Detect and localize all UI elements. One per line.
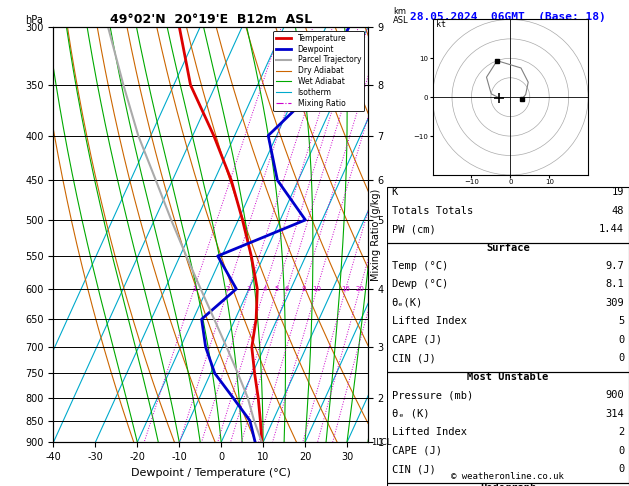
Text: 0: 0 bbox=[618, 353, 624, 364]
Text: Most Unstable: Most Unstable bbox=[467, 372, 548, 382]
Text: 2: 2 bbox=[226, 286, 230, 292]
Text: 1LCL: 1LCL bbox=[371, 438, 391, 447]
Text: 900: 900 bbox=[605, 390, 624, 400]
Text: 5: 5 bbox=[275, 286, 279, 292]
Text: 8: 8 bbox=[301, 286, 306, 292]
Text: θₑ (K): θₑ (K) bbox=[392, 409, 429, 419]
Text: CAPE (J): CAPE (J) bbox=[392, 335, 442, 345]
Text: Surface: Surface bbox=[486, 243, 530, 253]
Text: CAPE (J): CAPE (J) bbox=[392, 446, 442, 456]
Text: Temp (°C): Temp (°C) bbox=[392, 261, 448, 271]
Bar bbox=[387, 243, 629, 372]
Text: 2: 2 bbox=[618, 427, 624, 437]
Text: 16: 16 bbox=[341, 286, 350, 292]
Text: 48: 48 bbox=[611, 206, 624, 216]
Text: 309: 309 bbox=[605, 298, 624, 308]
Text: 5: 5 bbox=[618, 316, 624, 327]
Title: 49°02'N  20°19'E  B12m  ASL: 49°02'N 20°19'E B12m ASL bbox=[109, 13, 312, 26]
Bar bbox=[387, 187, 629, 243]
Text: 10: 10 bbox=[313, 286, 321, 292]
Text: CIN (J): CIN (J) bbox=[392, 464, 435, 474]
Text: 9.7: 9.7 bbox=[605, 261, 624, 271]
Text: K: K bbox=[392, 187, 398, 197]
Text: 0: 0 bbox=[618, 335, 624, 345]
Text: 1.44: 1.44 bbox=[599, 224, 624, 234]
Legend: Temperature, Dewpoint, Parcel Trajectory, Dry Adiabat, Wet Adiabat, Isotherm, Mi: Temperature, Dewpoint, Parcel Trajectory… bbox=[273, 31, 364, 111]
Text: Hodograph: Hodograph bbox=[480, 483, 536, 486]
Text: kt: kt bbox=[437, 20, 447, 29]
Text: 6: 6 bbox=[285, 286, 289, 292]
Text: 314: 314 bbox=[605, 409, 624, 419]
Text: 0: 0 bbox=[618, 446, 624, 456]
Text: 8.1: 8.1 bbox=[605, 279, 624, 290]
Text: 19: 19 bbox=[611, 187, 624, 197]
Text: 1: 1 bbox=[192, 286, 196, 292]
Text: km
ASL: km ASL bbox=[393, 7, 409, 25]
Text: 28.05.2024  06GMT  (Base: 18): 28.05.2024 06GMT (Base: 18) bbox=[410, 12, 606, 22]
Text: Pressure (mb): Pressure (mb) bbox=[392, 390, 473, 400]
Text: Dewp (°C): Dewp (°C) bbox=[392, 279, 448, 290]
Bar bbox=[387, 372, 629, 483]
Bar bbox=[387, 483, 629, 486]
Text: Lifted Index: Lifted Index bbox=[392, 316, 467, 327]
Text: 3: 3 bbox=[247, 286, 252, 292]
X-axis label: Dewpoint / Temperature (°C): Dewpoint / Temperature (°C) bbox=[131, 468, 291, 478]
Text: PW (cm): PW (cm) bbox=[392, 224, 435, 234]
Text: Totals Totals: Totals Totals bbox=[392, 206, 473, 216]
Text: 20: 20 bbox=[355, 286, 364, 292]
Text: hPa: hPa bbox=[25, 15, 43, 25]
Text: Lifted Index: Lifted Index bbox=[392, 427, 467, 437]
Text: © weatheronline.co.uk: © weatheronline.co.uk bbox=[452, 472, 564, 481]
Text: CIN (J): CIN (J) bbox=[392, 353, 435, 364]
Text: 0: 0 bbox=[618, 464, 624, 474]
Text: Mixing Ratio (g/kg): Mixing Ratio (g/kg) bbox=[371, 189, 381, 280]
Text: θₑ(K): θₑ(K) bbox=[392, 298, 423, 308]
Text: 4: 4 bbox=[262, 286, 267, 292]
